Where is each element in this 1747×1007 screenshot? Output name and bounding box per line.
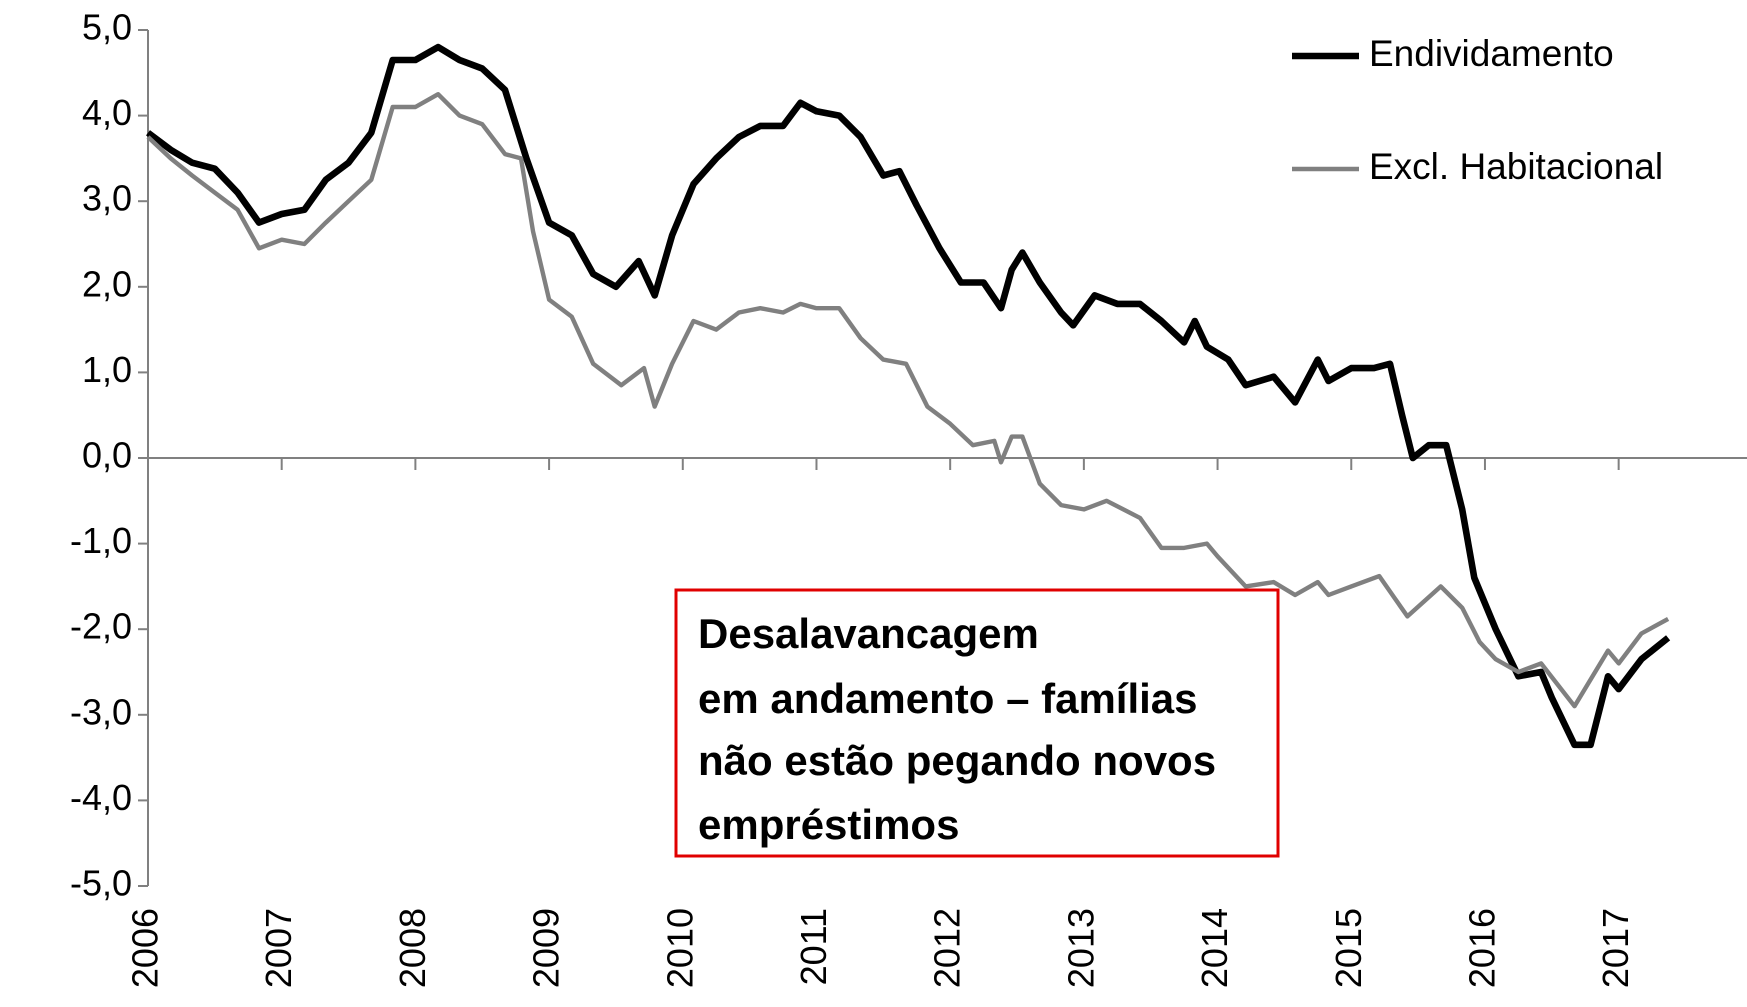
x-tick-label: 2012 — [927, 908, 968, 988]
y-tick-label: -3,0 — [70, 691, 132, 732]
y-tick-label: 5,0 — [82, 7, 132, 48]
x-tick-label: 2007 — [258, 908, 299, 988]
y-tick-label: 1,0 — [82, 349, 132, 390]
x-tick-label: 2016 — [1461, 908, 1502, 988]
y-tick-label: 0,0 — [82, 435, 132, 476]
annotation-line: não estão pegando novos — [698, 737, 1216, 784]
legend-label: Endividamento — [1369, 33, 1614, 74]
y-tick-label: -1,0 — [70, 520, 132, 561]
series-line — [146, 43, 1671, 749]
annotation-line: em andamento – famílias — [698, 675, 1198, 722]
x-tick-label: 2011 — [793, 908, 834, 985]
x-tick-label: 2009 — [526, 908, 567, 988]
y-tick-label: 4,0 — [82, 92, 132, 133]
x-tick-label: 2015 — [1328, 908, 1369, 988]
legend-label: Excl. Habitacional — [1369, 146, 1663, 187]
y-tick-label: -5,0 — [70, 863, 132, 904]
y-tick-label: -4,0 — [70, 777, 132, 818]
x-tick-label: 2017 — [1595, 908, 1636, 988]
y-tick-label: 2,0 — [82, 263, 132, 304]
annotation-line: Desalavancagem — [698, 610, 1039, 657]
x-tick-label: 2008 — [392, 908, 433, 988]
x-tick-label: 2014 — [1194, 908, 1235, 988]
annotation-line: empréstimos — [698, 801, 959, 848]
y-tick-label: -2,0 — [70, 606, 132, 647]
annotation-box — [674, 588, 1280, 858]
x-tick-label: 2013 — [1060, 908, 1101, 988]
y-tick-label: 3,0 — [82, 178, 132, 219]
series-line — [146, 92, 1670, 709]
x-tick-label: 2006 — [125, 908, 166, 988]
x-tick-label: 2010 — [659, 908, 700, 988]
